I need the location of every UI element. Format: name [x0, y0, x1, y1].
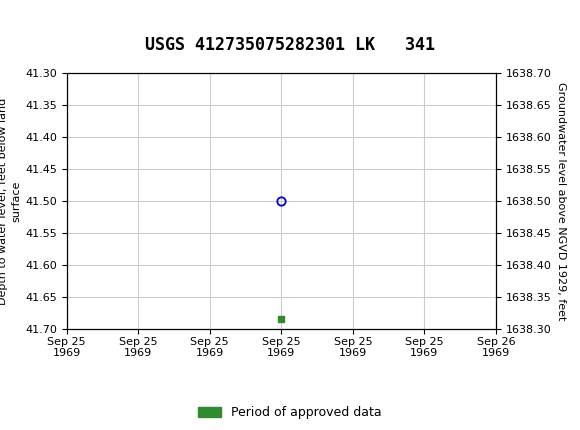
Legend: Period of approved data: Period of approved data [198, 406, 382, 419]
Y-axis label: Depth to water level, feet below land
surface: Depth to water level, feet below land su… [0, 98, 21, 304]
Text: USGS 412735075282301 LK   341: USGS 412735075282301 LK 341 [145, 36, 435, 54]
Y-axis label: Groundwater level above NGVD 1929, feet: Groundwater level above NGVD 1929, feet [556, 82, 566, 320]
Text: ▒ USGS: ▒ USGS [3, 10, 67, 26]
